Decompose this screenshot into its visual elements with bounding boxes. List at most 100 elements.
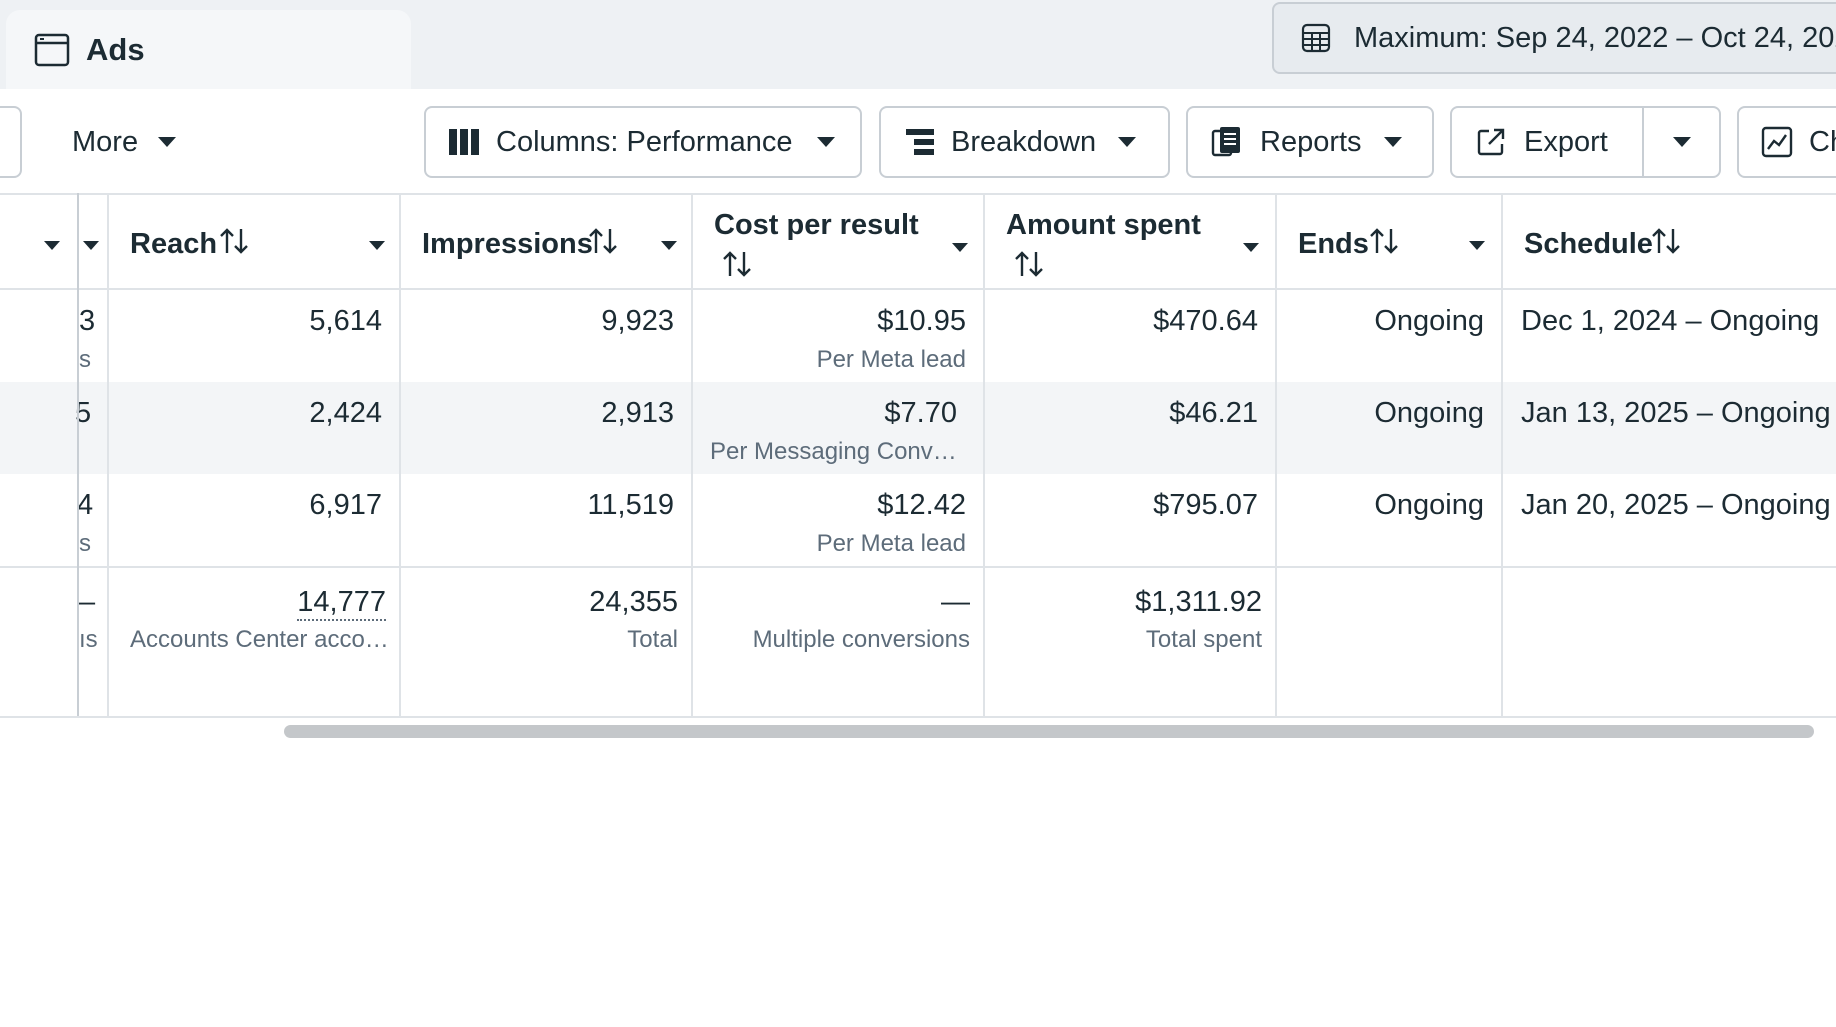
sort-icon[interactable] xyxy=(1014,250,1044,278)
totals-reach: 14,777 Accounts Center acco… xyxy=(109,568,401,717)
cell-schedule: Dec 1, 2024 – Ongoing xyxy=(1503,290,1836,382)
columns-icon xyxy=(449,129,479,155)
cell-cost-per-result: $12.42 Per Meta lead xyxy=(693,474,985,566)
spent-value: $795.07 xyxy=(1153,489,1258,521)
chart-button[interactable]: Ch xyxy=(1737,106,1836,178)
header-cost-per-result[interactable]: Cost per result xyxy=(693,195,985,290)
header-cell-partial[interactable] xyxy=(79,195,109,290)
header-reach-label: Reach xyxy=(130,228,218,260)
cost-value: $7.70 xyxy=(884,397,957,429)
reports-button[interactable]: Reports xyxy=(1186,106,1434,178)
header-schedule[interactable]: Schedule xyxy=(1503,195,1836,290)
frozen-column-divider xyxy=(77,193,79,717)
totals-impressions-value: 24,355 xyxy=(589,586,678,618)
totals-ends xyxy=(1277,568,1503,717)
breakdown-button[interactable]: Breakdown xyxy=(879,106,1170,178)
table-bottom-border xyxy=(0,716,1836,718)
cell-amount-spent: $46.21 xyxy=(985,382,1277,474)
chevron-down-icon xyxy=(158,137,177,147)
cell-left-sub: s xyxy=(79,346,91,373)
sort-icon[interactable] xyxy=(588,227,618,255)
toolbar: More Columns: Performance Breakdown Repo… xyxy=(0,89,1836,193)
totals-spent-value: $1,311.92 xyxy=(1135,586,1262,618)
chevron-down-icon[interactable] xyxy=(1469,241,1485,250)
impressions-value: 11,519 xyxy=(587,489,674,521)
totals-impressions: 24,355 Total xyxy=(401,568,693,717)
totals-reach-sub: Accounts Center acco… xyxy=(130,626,389,653)
cost-value: $10.95 xyxy=(877,305,966,337)
cell-schedule: Jan 20, 2025 – Ongoing xyxy=(1503,474,1836,566)
chevron-down-icon[interactable] xyxy=(44,241,60,250)
totals-impressions-sub: Total xyxy=(627,626,678,653)
cell-left-value: 4 xyxy=(77,489,94,521)
sort-icon[interactable] xyxy=(1651,227,1681,255)
header-ends-label: Ends xyxy=(1298,228,1369,260)
header-amount-spent[interactable]: Amount spent xyxy=(985,195,1277,290)
totals-left-value: – xyxy=(79,586,96,618)
export-button[interactable]: Export xyxy=(1450,106,1644,178)
sort-icon[interactable] xyxy=(219,227,249,255)
sort-icon[interactable] xyxy=(722,250,752,278)
ads-tab-label: Ads xyxy=(86,31,145,67)
ends-value: Ongoing xyxy=(1374,305,1484,337)
spent-value: $470.64 xyxy=(1153,305,1258,337)
sort-icon[interactable] xyxy=(1369,227,1399,255)
table-row[interactable]: 3 s 5,614 9,923 $10.95 Per Meta lead $47… xyxy=(0,290,1836,382)
chevron-down-icon[interactable] xyxy=(1243,243,1259,252)
chevron-down-icon[interactable] xyxy=(83,241,99,250)
ends-value: Ongoing xyxy=(1374,489,1484,521)
export-icon xyxy=(1477,128,1505,156)
cost-sub: Per Meta lead xyxy=(816,530,966,557)
more-button[interactable]: More xyxy=(72,106,177,178)
cell-ends: Ongoing xyxy=(1277,474,1503,566)
totals-row: – ıs 14,777 Accounts Center acco… 24,355… xyxy=(0,566,1836,717)
totals-cost-sub: Multiple conversions xyxy=(752,626,970,653)
window-icon xyxy=(34,33,70,66)
cell-left-value: 5 xyxy=(75,397,92,429)
cell-left-value: 3 xyxy=(79,305,96,337)
reports-label: Reports xyxy=(1260,125,1362,158)
date-range-button[interactable]: Maximum: Sep 24, 2022 – Oct 24, 2022 xyxy=(1272,2,1836,74)
date-range-label: Maximum: Sep 24, 2022 – Oct 24, 2022 xyxy=(1354,21,1836,54)
header-impressions[interactable]: Impressions xyxy=(401,195,693,290)
cell-amount-spent: $470.64 xyxy=(985,290,1277,382)
ads-tab[interactable]: Ads xyxy=(6,10,411,89)
header-amount-spent-label: Amount spent xyxy=(1006,209,1201,241)
left-toolbar-button-partial[interactable] xyxy=(0,106,22,178)
export-label: Export xyxy=(1524,125,1608,158)
more-label: More xyxy=(72,125,139,158)
schedule-value: Dec 1, 2024 – Ongoing xyxy=(1521,305,1820,337)
horizontal-scrollbar[interactable] xyxy=(284,725,1814,738)
reach-value: 5,614 xyxy=(309,305,382,337)
reports-icon xyxy=(1211,127,1240,157)
header-reach[interactable]: Reach xyxy=(109,195,401,290)
spent-value: $46.21 xyxy=(1169,397,1258,429)
reach-value: 2,424 xyxy=(309,397,382,429)
cost-sub: Per Messaging Conv… xyxy=(710,438,957,465)
totals-reach-value[interactable]: 14,777 xyxy=(297,586,386,621)
cell-left-partial: 5 xyxy=(75,382,109,474)
export-dropdown-button[interactable] xyxy=(1642,106,1721,178)
chevron-down-icon xyxy=(1383,137,1402,147)
cell-ends: Ongoing xyxy=(1277,382,1503,474)
cost-value: $12.42 xyxy=(877,489,966,521)
cell-schedule: Jan 13, 2025 – Ongoing xyxy=(1503,382,1836,474)
cell-impressions: 11,519 xyxy=(401,474,693,566)
chevron-down-icon[interactable] xyxy=(661,241,677,250)
impressions-value: 9,923 xyxy=(601,305,674,337)
table-row[interactable]: 4 s 6,917 11,519 $12.42 Per Meta lead $7… xyxy=(0,474,1836,566)
chevron-down-icon[interactable] xyxy=(369,241,385,250)
table-row[interactable]: 5 2,424 2,913 $7.70 Per Messaging Conv… … xyxy=(0,382,1836,474)
table-header: Reach Impressions Cost per result A xyxy=(0,193,1836,290)
columns-button[interactable]: Columns: Performance xyxy=(424,106,862,178)
header-cell-left-partial[interactable] xyxy=(0,195,79,290)
chevron-down-icon[interactable] xyxy=(952,243,968,252)
cell-impressions: 2,913 xyxy=(401,382,693,474)
cell-left-partial: 3 s xyxy=(79,290,109,382)
chevron-down-icon xyxy=(816,137,835,147)
cost-sub: Per Meta lead xyxy=(816,346,966,373)
header-ends[interactable]: Ends xyxy=(1277,195,1503,290)
cell-amount-spent: $795.07 xyxy=(985,474,1277,566)
chart-line-icon xyxy=(1761,126,1793,158)
schedule-value: Jan 13, 2025 – Ongoing xyxy=(1521,397,1831,429)
